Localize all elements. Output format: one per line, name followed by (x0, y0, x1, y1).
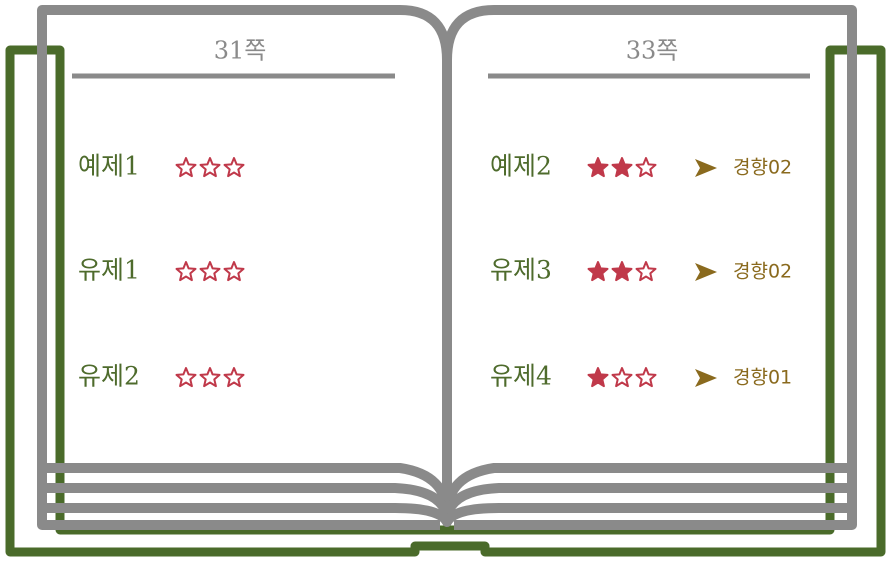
arrow-icon (695, 263, 717, 281)
book-pages (42, 10, 852, 525)
star-empty (201, 368, 220, 386)
trend-label: 경향02 (733, 157, 792, 179)
star-empty (201, 262, 220, 280)
star-rating (589, 158, 656, 176)
star-filled (613, 158, 632, 176)
page-title: 33쪽 (626, 37, 679, 65)
star-empty (637, 368, 656, 386)
star-filled (613, 262, 632, 280)
star-empty (177, 262, 196, 280)
star-empty (613, 368, 632, 386)
star-rating (177, 368, 244, 386)
arrow-icon (695, 369, 717, 387)
star-rating (177, 158, 244, 176)
problem-name: 유제4 (490, 362, 552, 391)
problem-name: 예제2 (490, 152, 552, 181)
problem-name: 유제2 (78, 362, 140, 391)
star-filled (589, 368, 608, 386)
star-filled (589, 158, 608, 176)
star-empty (177, 368, 196, 386)
trend-label: 경향02 (733, 261, 792, 283)
star-empty (225, 262, 244, 280)
book-diagram: 31쪽예제1 유제1 유제2 33쪽예제2 경향02 유제3 경향02 유제4 경향01 (0, 0, 891, 561)
star-empty (637, 262, 656, 280)
arrow-icon (695, 159, 717, 177)
star-rating (589, 368, 656, 386)
problem-name: 유제3 (490, 256, 552, 285)
problem-name: 예제1 (78, 152, 140, 181)
page-title: 31쪽 (214, 37, 267, 65)
trend-label: 경향01 (733, 367, 792, 389)
star-filled (589, 262, 608, 280)
star-empty (201, 158, 220, 176)
problem-name: 유제1 (78, 256, 140, 285)
star-rating (177, 262, 244, 280)
star-empty (637, 158, 656, 176)
star-empty (225, 368, 244, 386)
star-rating (589, 262, 656, 280)
star-empty (177, 158, 196, 176)
star-empty (225, 158, 244, 176)
